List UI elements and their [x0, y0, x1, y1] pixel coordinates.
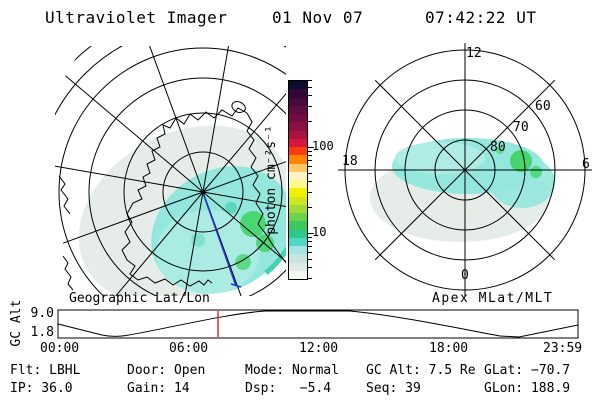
page-title: Ultraviolet Imager: [45, 8, 228, 27]
altitude-axis-label: GC Alt: [8, 299, 24, 347]
apex-aurora-emission: [370, 138, 555, 242]
status-dsp: Dsp: −5.4: [245, 381, 332, 396]
mlat-label-80: 80: [490, 140, 506, 155]
geo-plot-caption: Geographic Lat/Lon: [69, 291, 210, 306]
status-glat: GLat: −70.7: [484, 363, 571, 378]
status-gain: Gain: 14: [127, 381, 190, 396]
colorbar-unit-label: photon cm⁻²s⁻¹: [264, 125, 279, 235]
time-tick-1800: 18:00: [429, 341, 469, 356]
pole-marker: [201, 190, 205, 194]
mlat-label-70: 70: [513, 120, 529, 135]
coastline-fragments: [58, 175, 74, 291]
colorbar-tick-10: 10: [312, 225, 327, 239]
status-door: Door: Open: [127, 363, 206, 378]
colorbar-gradient: [288, 80, 308, 280]
mlt-label-12: 12: [466, 46, 482, 61]
altitude-max-label: 9.0: [30, 306, 54, 321]
mlt-label-0: 0: [461, 268, 469, 283]
time-tick-1200: 12:00: [299, 341, 339, 356]
mlat-label-60: 60: [535, 99, 551, 114]
status-gc-alt: GC Alt: 7.5 Re: [366, 363, 476, 378]
time-tick-0600: 06:00: [169, 341, 209, 356]
altitude-panel: [57, 309, 579, 339]
satellite-track-line: [202, 192, 242, 288]
status-mode: Mode: Normal: [245, 363, 339, 378]
status-glon: GLon: 188.9: [484, 381, 571, 396]
title-time: 07:42:22 UT: [425, 8, 537, 27]
altitude-min-label: 1.8: [30, 325, 54, 340]
apex-grid: [338, 43, 592, 297]
status-ip: IP: 36.0: [10, 381, 73, 396]
mlt-label-6: 6: [582, 157, 590, 172]
title-date: 01 Nov 07: [272, 8, 364, 27]
time-tick-2359: 23:59: [543, 341, 583, 356]
geo-plot: [55, 46, 286, 296]
colorbar-tick-100: 100: [312, 139, 334, 153]
apex-plot-caption: Apex MLat/MLT: [432, 291, 554, 306]
altitude-curve: [57, 310, 579, 338]
geo-grid: [55, 46, 286, 296]
status-flt: Flt: LBHL: [10, 363, 81, 378]
apex-plot: [338, 43, 592, 297]
time-tick-0000: 00:00: [40, 341, 80, 356]
mlt-label-18: 18: [342, 154, 358, 169]
status-seq: Seq: 39: [366, 381, 421, 396]
